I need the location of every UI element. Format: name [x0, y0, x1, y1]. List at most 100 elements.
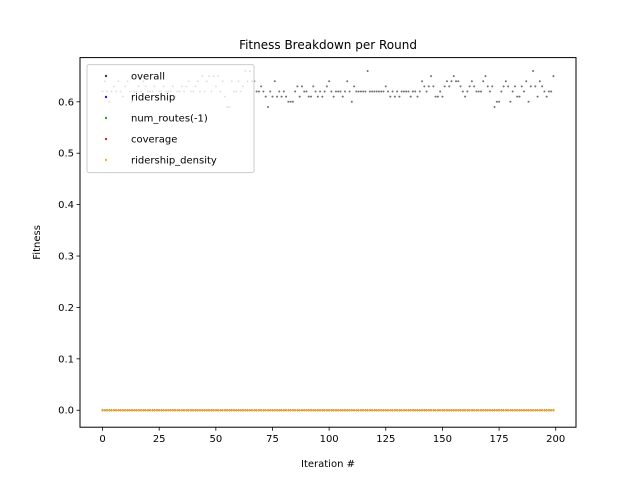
data-point	[477, 90, 480, 93]
data-point	[421, 80, 424, 83]
data-point	[353, 409, 356, 412]
data-point	[235, 409, 238, 412]
data-point	[495, 100, 498, 103]
data-point	[416, 409, 419, 412]
data-point	[350, 409, 353, 412]
data-point	[532, 409, 535, 412]
x-tick-label: 125	[376, 434, 395, 445]
data-point	[529, 85, 532, 88]
series-num-routes-1-	[101, 409, 555, 412]
data-point	[280, 95, 283, 98]
data-point	[495, 409, 498, 412]
data-point	[459, 85, 462, 88]
data-point	[305, 409, 308, 412]
data-point	[269, 90, 272, 93]
data-point	[457, 409, 460, 412]
data-point	[155, 409, 158, 412]
data-point	[418, 409, 421, 412]
data-point	[325, 85, 328, 88]
data-point	[452, 75, 455, 78]
data-point	[398, 409, 401, 412]
data-point	[300, 85, 303, 88]
data-point	[550, 90, 553, 93]
data-point	[538, 409, 541, 412]
data-point	[276, 409, 279, 412]
data-point	[416, 95, 419, 98]
data-point	[101, 409, 104, 412]
data-point	[484, 75, 487, 78]
data-point	[183, 409, 186, 412]
data-point	[396, 90, 399, 93]
data-point	[547, 409, 550, 412]
data-point	[291, 409, 294, 412]
data-point	[507, 409, 510, 412]
data-point	[226, 409, 229, 412]
data-point	[461, 90, 464, 93]
data-point	[538, 80, 541, 83]
data-point	[214, 409, 217, 412]
data-point	[504, 80, 507, 83]
data-point	[475, 409, 478, 412]
series-ridership-density	[101, 409, 555, 412]
data-point	[316, 409, 319, 412]
data-point	[133, 409, 136, 412]
data-point	[253, 409, 256, 412]
data-point	[353, 85, 356, 88]
data-point	[108, 409, 111, 412]
data-point	[441, 409, 444, 412]
data-point	[316, 95, 319, 98]
data-point	[228, 409, 231, 412]
data-point	[421, 409, 424, 412]
x-tick-label: 0	[99, 434, 105, 445]
data-marks	[101, 69, 555, 412]
data-point	[260, 409, 263, 412]
data-point	[384, 85, 387, 88]
data-point	[271, 409, 274, 412]
data-point	[264, 409, 267, 412]
data-point	[452, 409, 455, 412]
data-point	[153, 409, 156, 412]
data-point	[498, 409, 501, 412]
data-point	[289, 409, 292, 412]
legend-label: coverage	[131, 135, 177, 146]
data-point	[380, 90, 383, 93]
data-point	[470, 80, 473, 83]
data-point	[509, 100, 512, 103]
data-point	[407, 90, 410, 93]
data-point	[364, 409, 367, 412]
data-point	[457, 80, 460, 83]
data-point	[459, 409, 462, 412]
data-point	[142, 409, 145, 412]
data-point	[411, 90, 414, 93]
data-point	[493, 105, 496, 108]
data-point	[477, 409, 480, 412]
data-point	[273, 80, 276, 83]
data-point	[436, 95, 439, 98]
data-point	[192, 409, 195, 412]
data-point	[341, 409, 344, 412]
data-point	[357, 90, 360, 93]
data-point	[377, 90, 380, 93]
data-point	[124, 409, 127, 412]
data-point	[525, 409, 528, 412]
data-point	[461, 409, 464, 412]
data-point	[310, 95, 313, 98]
data-point	[405, 409, 408, 412]
data-point	[470, 409, 473, 412]
data-point	[282, 409, 285, 412]
data-point	[402, 90, 405, 93]
data-point	[257, 409, 260, 412]
data-point	[391, 409, 394, 412]
data-point	[430, 75, 433, 78]
data-point	[126, 409, 129, 412]
data-point	[239, 409, 242, 412]
legend-marker	[104, 137, 108, 141]
data-point	[106, 409, 109, 412]
x-axis-ticks: 0 25 50 75 100 125 150 175 200	[99, 427, 565, 445]
data-point	[536, 409, 539, 412]
data-point	[432, 85, 435, 88]
data-point	[257, 90, 260, 93]
data-point	[278, 409, 281, 412]
data-point	[368, 409, 371, 412]
legend-label: ridership	[131, 93, 175, 104]
